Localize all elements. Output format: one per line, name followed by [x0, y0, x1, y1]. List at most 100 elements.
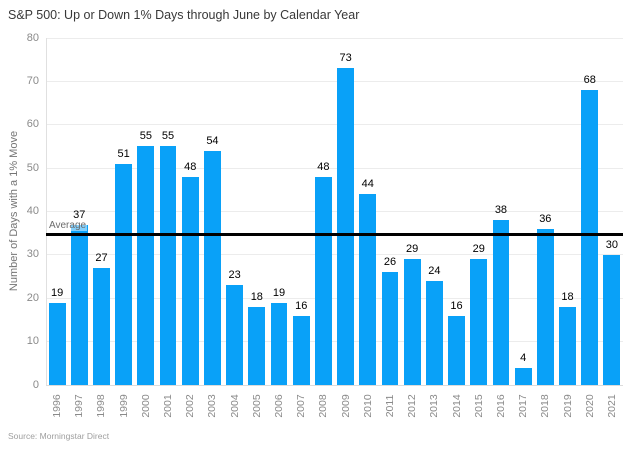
y-tick-label: 20: [26, 291, 39, 304]
bar-value-label: 48: [317, 160, 330, 173]
bar-2007: [292, 315, 310, 385]
x-tick-label: 2009: [339, 394, 352, 418]
bar-2010: [359, 194, 377, 385]
x-tick-label: 2001: [162, 394, 175, 418]
bar-2021: [603, 254, 621, 385]
bar-2015: [470, 259, 488, 385]
average-label: Average: [48, 220, 88, 232]
y-tick-label: 50: [26, 161, 39, 174]
bar-value-label: 19: [272, 286, 286, 299]
chart-title: S&P 500: Up or Down 1% Days through June…: [8, 8, 360, 22]
x-tick-label: 1996: [51, 394, 64, 418]
y-tick-label: 70: [26, 74, 39, 87]
bar-value-label: 4: [520, 351, 527, 364]
y-tick-label: 60: [26, 118, 39, 131]
x-tick-label: 2021: [605, 394, 618, 418]
bar-1998: [93, 267, 110, 385]
gridline: [46, 124, 623, 126]
y-tick-label: 40: [26, 205, 39, 217]
bar-2003: [204, 150, 221, 385]
bar-2005: [248, 306, 266, 385]
bar-value-label: 73: [339, 52, 352, 65]
x-tick-label: 2017: [517, 394, 530, 418]
bar-2014: [448, 315, 465, 385]
bar-2012: [403, 259, 421, 385]
x-tick-label: 2008: [317, 394, 330, 418]
x-tick-label: 2007: [295, 394, 308, 418]
bar-value-label: 16: [295, 299, 308, 312]
bar-1996: [48, 302, 66, 385]
bar-1999: [115, 163, 133, 385]
bar-2002: [181, 176, 199, 385]
bar-2016: [492, 220, 510, 385]
x-tick-label: 1999: [117, 394, 130, 418]
y-tick-label: 30: [26, 248, 39, 261]
x-tick-label: 2016: [494, 394, 507, 418]
bar-value-label: 24: [428, 264, 441, 277]
gridline: [46, 297, 623, 299]
bar-2008: [314, 176, 332, 385]
bar-value-label: 37: [73, 208, 86, 221]
bar-2009: [337, 68, 355, 385]
x-tick-label: 2018: [539, 394, 552, 418]
bar-value-label: 26: [383, 256, 397, 269]
y-tick-label: 0: [32, 378, 39, 391]
bar-value-label: 68: [583, 74, 596, 87]
bar-value-label: 19: [50, 286, 64, 299]
x-tick-label: 1998: [95, 394, 108, 418]
bar-1997: [70, 224, 88, 385]
bar-value-label: 16: [450, 299, 463, 312]
y-axis-line: [46, 38, 47, 385]
x-tick-label: 2013: [428, 394, 441, 418]
x-tick-label: 2006: [273, 394, 286, 418]
gridline: [46, 384, 623, 386]
bar-value-label: 29: [406, 243, 419, 256]
bar-2004: [226, 285, 244, 385]
gridline: [46, 254, 623, 256]
x-tick-label: 2020: [583, 394, 596, 418]
bar-value-label: 48: [184, 160, 197, 173]
bar-2017: [514, 367, 532, 385]
x-tick-label: 2002: [184, 394, 197, 418]
bar-2011: [381, 272, 399, 385]
bar-value-label: 44: [361, 178, 374, 191]
x-tick-label: 2012: [406, 394, 419, 418]
y-tick-label: 10: [26, 335, 39, 348]
bar-2006: [270, 302, 288, 385]
bar-2001: [159, 146, 177, 385]
bar-value-label: 27: [95, 251, 108, 264]
average-line: [46, 232, 623, 236]
bar-value-label: 29: [472, 243, 485, 256]
bar-value-label: 38: [494, 204, 508, 217]
gridline: [46, 211, 623, 212]
bar-value-label: 18: [250, 290, 263, 303]
gridline: [46, 80, 623, 82]
bar-2019: [559, 306, 576, 385]
x-tick-label: 2015: [472, 394, 485, 418]
x-tick-label: 2004: [228, 394, 241, 418]
x-tick-label: 2010: [361, 394, 374, 418]
gridline: [46, 341, 623, 343]
bar-2013: [425, 280, 443, 385]
y-tick-label: 80: [26, 31, 39, 44]
bar-value-label: 18: [561, 290, 574, 303]
bar-2020: [581, 90, 599, 385]
x-tick-label: 2000: [139, 394, 152, 418]
bar-value-label: 30: [605, 238, 619, 251]
bar-value-label: 36: [539, 212, 552, 225]
x-tick-label: 2005: [250, 394, 263, 418]
gridline: [46, 37, 623, 39]
x-tick-label: 2011: [383, 394, 396, 418]
gridline: [46, 167, 623, 169]
bar-value-label: 55: [161, 130, 175, 143]
source-note: Source: Morningstar Direct: [8, 431, 110, 441]
x-tick-label: 1997: [73, 394, 86, 418]
bar-value-label: 54: [206, 134, 219, 147]
bar-2018: [536, 228, 554, 385]
bar-value-label: 55: [139, 130, 152, 143]
bar-2000: [137, 146, 155, 385]
bar-value-label: 51: [117, 147, 130, 160]
bar-value-label: 23: [228, 269, 241, 282]
